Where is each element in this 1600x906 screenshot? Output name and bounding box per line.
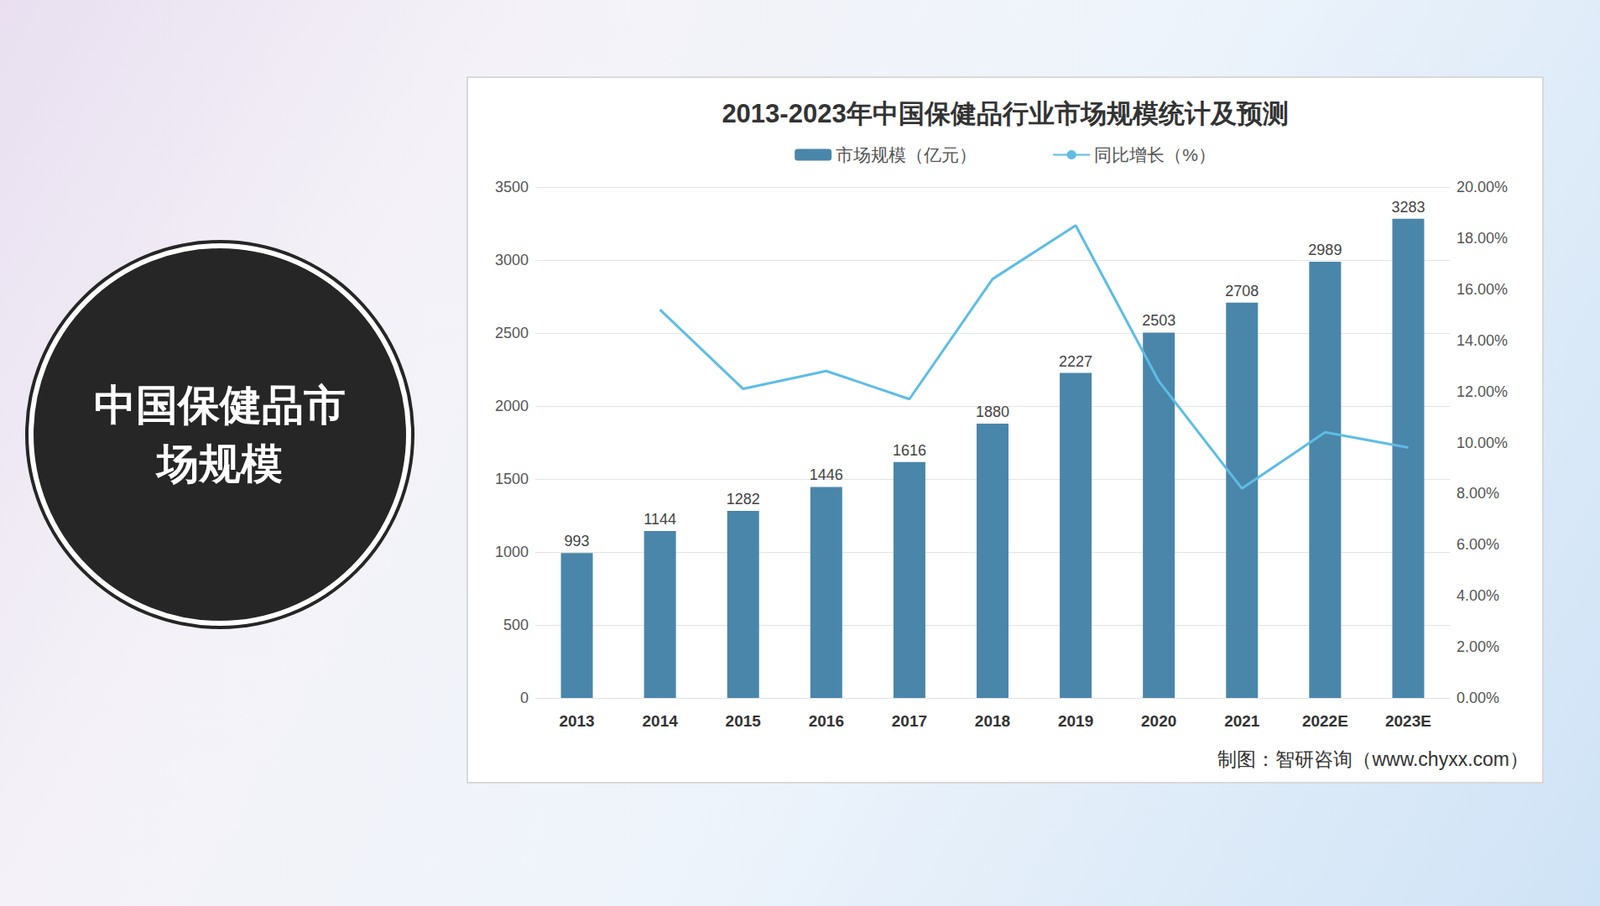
svg-text:8.00%: 8.00% [1456,484,1500,502]
svg-text:2013: 2013 [558,712,595,730]
svg-text:1000: 1000 [495,543,529,561]
svg-text:2016: 2016 [808,712,845,730]
svg-text:3000: 3000 [495,251,529,269]
svg-text:1144: 1144 [643,510,677,528]
svg-text:1282: 1282 [726,490,761,508]
svg-text:2989: 2989 [1308,241,1342,259]
svg-text:2019: 2019 [1057,712,1094,730]
svg-text:4.00%: 4.00% [1456,587,1500,605]
html-text:中国保健品市场规模: 中国保健品市场规模 [93,380,346,489]
svg-text:2020: 2020 [1141,712,1177,730]
svg-text:12.00%: 12.00% [1456,383,1508,401]
svg-text:6.00%: 6.00% [1456,536,1500,553]
svg-text:18.00%: 18.00% [1456,229,1508,247]
svg-text:2503: 2503 [1141,312,1176,329]
svg-text:2000: 2000 [495,397,529,415]
svg-text:1446: 1446 [809,466,844,484]
svg-text:制图：智研咨询（www.chyxx.com）: 制图：智研咨询（www.chyxx.com） [1217,748,1529,771]
svg-text:2500: 2500 [495,324,529,342]
svg-text:市场规模（亿元）: 市场规模（亿元） [835,145,977,165]
svg-text:同比增长（%）: 同比增长（%） [1094,145,1216,165]
svg-text:2015: 2015 [725,712,762,730]
svg-text:0.00%: 0.00% [1456,689,1500,707]
svg-text:2014: 2014 [641,712,678,730]
svg-text:16.00%: 16.00% [1456,281,1508,298]
svg-text:0: 0 [520,689,529,707]
svg-text:2023E: 2023E [1385,712,1432,730]
svg-text:993: 993 [564,532,590,550]
svg-text:2227: 2227 [1058,353,1093,371]
svg-text:500: 500 [503,616,529,634]
svg-text:2021: 2021 [1224,712,1261,730]
svg-text:1880: 1880 [975,403,1010,421]
svg-text:2017: 2017 [891,712,928,730]
svg-text:10.00%: 10.00% [1456,434,1508,452]
svg-text:14.00%: 14.00% [1456,332,1508,350]
svg-text:2.00%: 2.00% [1456,638,1500,656]
svg-text:2013-2023年中国保健品行业市场规模统计及预测: 2013-2023年中国保健品行业市场规模统计及预测 [721,99,1288,129]
svg-text:3283: 3283 [1391,198,1425,216]
svg-text:2708: 2708 [1224,282,1259,300]
svg-text:2018: 2018 [974,712,1011,730]
svg-text:3500: 3500 [495,178,529,196]
svg-text:20.00%: 20.00% [1456,178,1508,196]
svg-text:2022E: 2022E [1302,712,1349,730]
svg-text:1616: 1616 [892,442,927,459]
svg-text:1500: 1500 [495,470,529,488]
